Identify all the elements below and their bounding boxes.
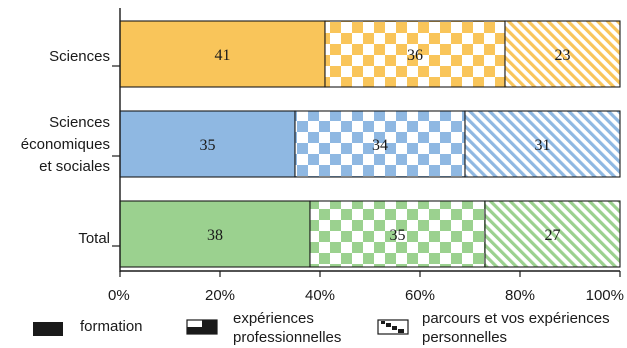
legend-item: expériences professionnelles: [186, 310, 341, 346]
bar-segment: [119, 110, 296, 178]
data-label: 41: [215, 47, 231, 64]
bar-segment: [504, 20, 621, 88]
bar-segment: [324, 20, 506, 88]
data-label: 31: [535, 137, 551, 154]
data-label: 38: [207, 227, 223, 244]
legend: formation expériences professionnelles parc…: [33, 310, 610, 346]
x-tick-label: 100%: [586, 287, 624, 304]
legend-item: parcours et vos expériences personnelles: [377, 310, 610, 346]
category-label: Sciences économiques et sociales: [21, 114, 110, 175]
data-label: 23: [555, 47, 571, 64]
bar-segment: [309, 200, 486, 268]
bar-segment: [119, 200, 311, 268]
data-label: 34: [372, 137, 388, 154]
bar-segment: [294, 110, 466, 178]
data-label: 36: [407, 47, 423, 64]
bar-segment: [119, 20, 326, 88]
data-label: 27: [545, 227, 561, 244]
x-tick-label: 40%: [305, 287, 335, 304]
category-label: Total: [78, 230, 110, 247]
data-label: 35: [200, 137, 216, 154]
bars-layer: 41 36 23 35 34 31 38 35 27: [119, 20, 621, 268]
category-label: Sciences: [49, 48, 110, 65]
legend-swatch-icon: [33, 322, 63, 336]
legend-label: parcours et vos expériences personnelles: [422, 310, 610, 346]
bar-segment: [484, 200, 621, 268]
x-tick-label: 60%: [405, 287, 435, 304]
data-label: 35: [390, 227, 406, 244]
legend-swatch-icon: [186, 319, 218, 335]
axis-layer: Sciences Sciences économiques et sociales To…: [21, 8, 624, 304]
x-tick-label: 20%: [205, 287, 235, 304]
legend-label: expériences professionnelles: [233, 310, 341, 346]
legend-label: formation: [80, 318, 143, 335]
x-tick-label: 0%: [108, 287, 130, 304]
legend-item: formation: [33, 318, 143, 336]
bar-segment: [464, 110, 621, 178]
legend-swatch-icon: [377, 319, 409, 335]
x-tick-label: 80%: [505, 287, 535, 304]
